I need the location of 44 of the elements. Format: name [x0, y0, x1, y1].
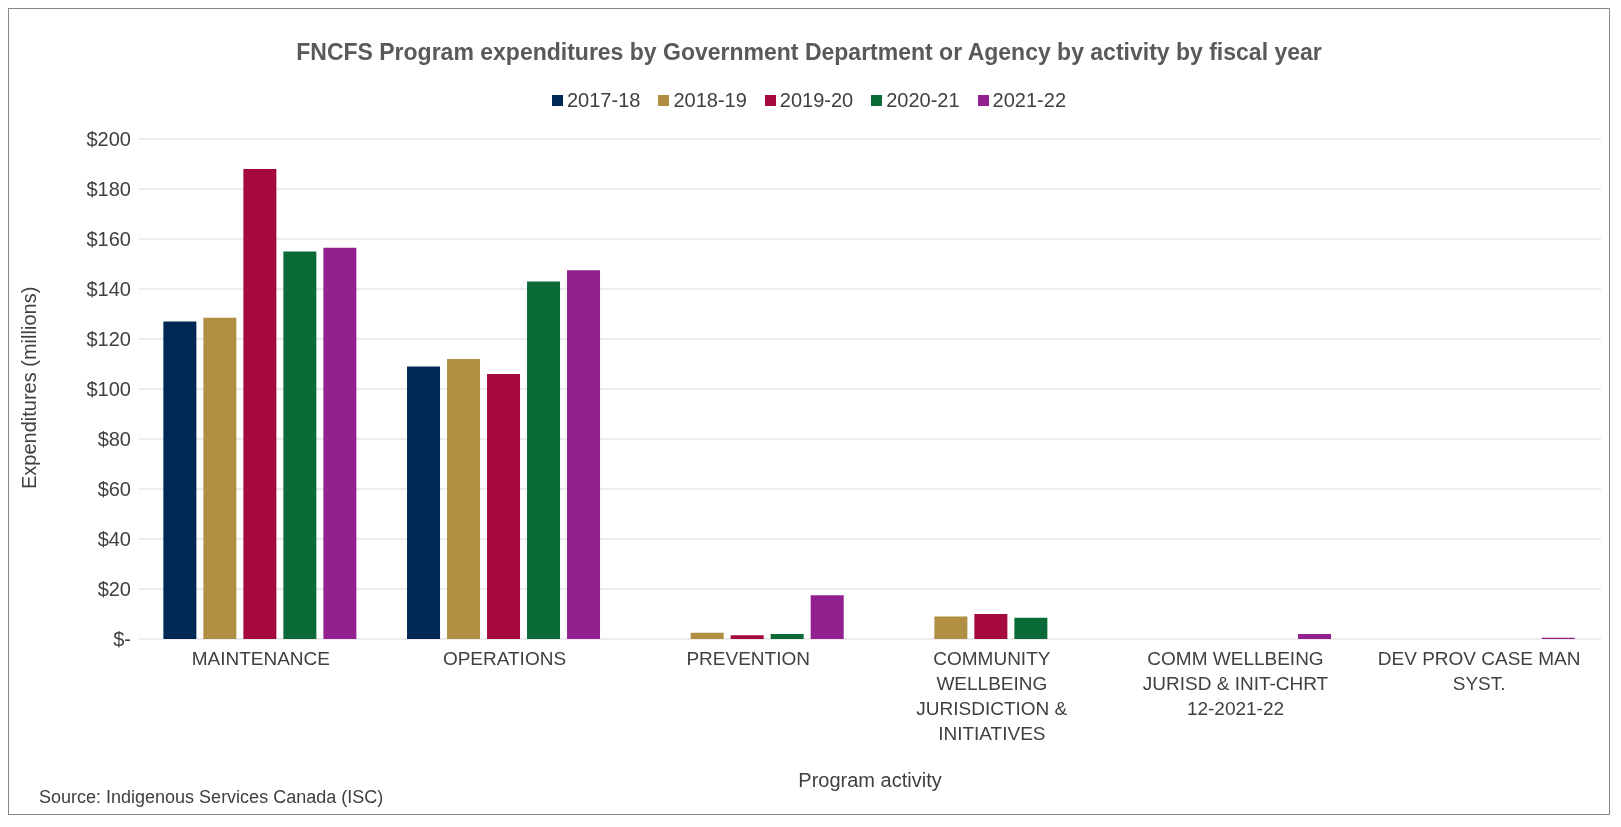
bar [527, 281, 561, 639]
legend-label: 2018-19 [672, 89, 747, 112]
bar [243, 169, 277, 639]
x-tick-label: COMMUNITY WELLBEING JURISDICTION & INITIATIVES [916, 648, 1068, 744]
y-tick-label: $100 [86, 378, 131, 401]
y-tick-label: $60 [97, 478, 131, 501]
bar [407, 366, 441, 639]
y-tick-label: $20 [97, 578, 131, 601]
bar [974, 614, 1008, 639]
bar [203, 317, 237, 639]
bar [1014, 617, 1048, 639]
legend-label: 2020-21 [885, 89, 960, 112]
x-tick-label: OPERATIONS [442, 648, 567, 669]
bar [810, 595, 844, 639]
chart-title: FNCFS Program expenditures by Government Department or Agency by activity by fiscal year [295, 39, 1323, 66]
y-tick-label: $160 [86, 228, 131, 251]
x-tick-label: COMM WELLBEING JURISD & INIT-CHRT 12-2021-22 [1142, 648, 1329, 719]
bar [163, 321, 197, 639]
x-tick-label: DEV PROV CASE MAN SYST. [1377, 648, 1581, 694]
x-tick-label: PREVENTION [686, 648, 810, 669]
legend-label: 2021-22 [991, 89, 1067, 112]
legend-label: 2019-20 [778, 89, 854, 112]
y-tick-label: $- [113, 628, 131, 651]
bar [1298, 634, 1332, 639]
bar [770, 634, 804, 639]
y-tick-label: $180 [86, 178, 131, 201]
bar [567, 270, 601, 639]
x-axis-title: Program activity [798, 769, 942, 791]
bar [323, 247, 357, 639]
bar [447, 359, 481, 639]
y-tick-label: $80 [97, 428, 131, 451]
bar [934, 616, 968, 639]
y-tick-label: $120 [86, 328, 131, 351]
bar [730, 635, 764, 639]
y-tick-label: $200 [86, 128, 131, 151]
x-tick-label: MAINTENANCE [191, 648, 330, 669]
bar [487, 374, 521, 639]
legend-label: 2017-18 [566, 89, 641, 112]
y-axis-title: Expenditures (millions) [18, 286, 41, 489]
y-tick-label: $140 [86, 278, 131, 301]
source-note: Source: Indigenous Services Canada (ISC) [39, 787, 384, 808]
y-tick-label: $40 [97, 528, 131, 551]
bar [690, 632, 724, 639]
bar [283, 251, 317, 639]
